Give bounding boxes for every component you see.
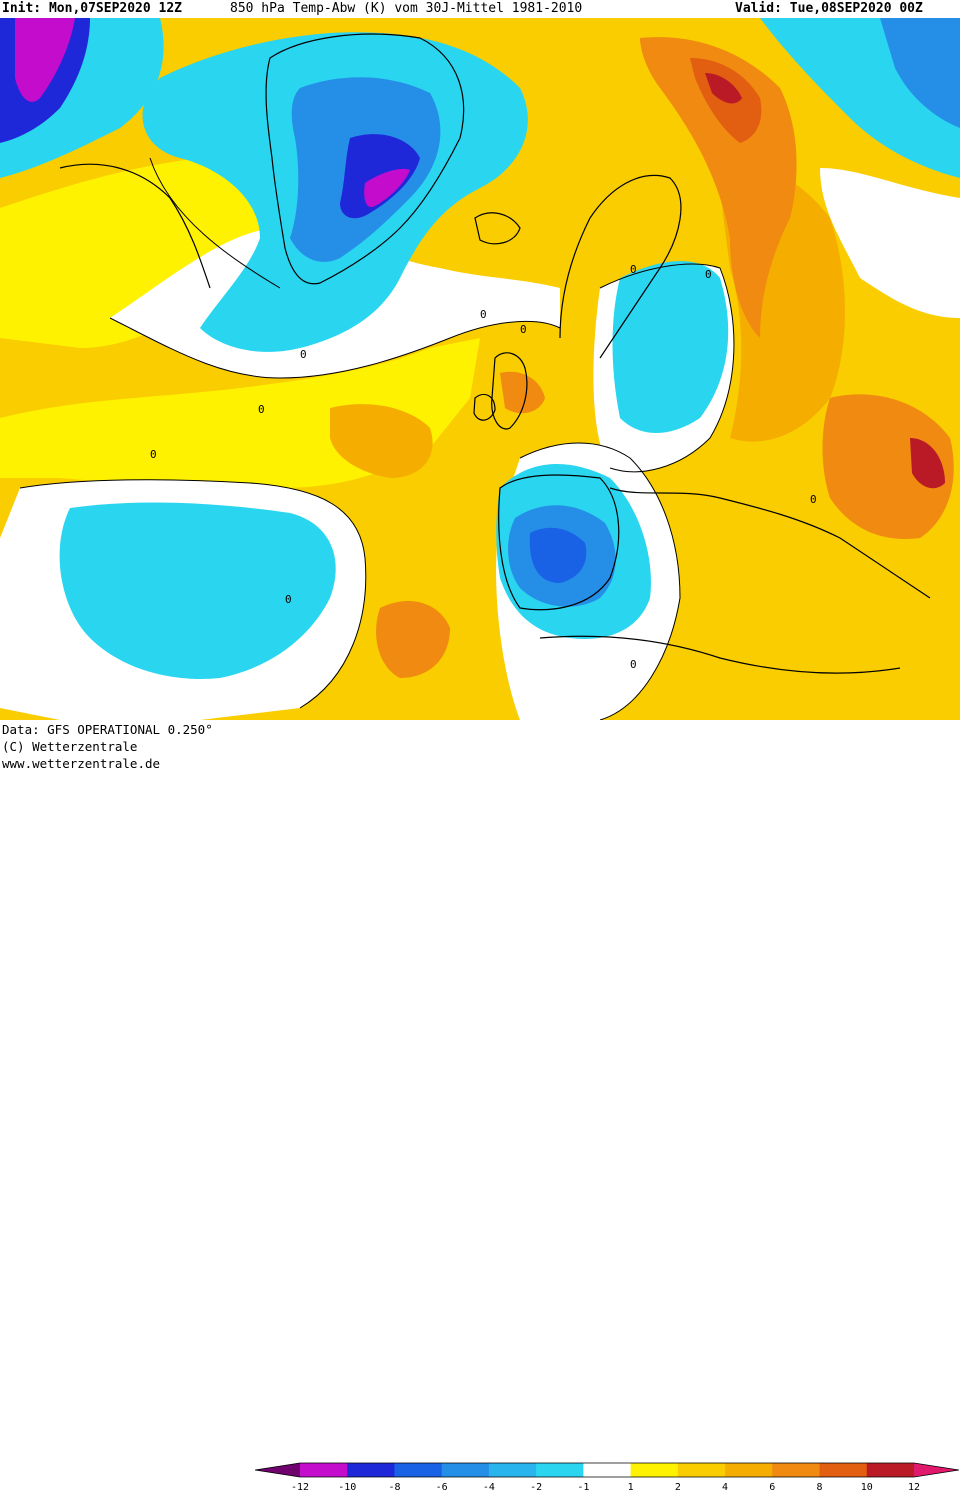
contour-greenland-west (149, 157, 281, 289)
legend-swatch (819, 1463, 868, 1477)
contour-label: 0 (810, 493, 817, 506)
temperature-anomaly-map: 0 0 0 0 0 0 0 0 0 0 (0, 18, 960, 720)
legend-tick-label: -2 (530, 1482, 542, 1493)
legend-tick-label: 1 (628, 1482, 634, 1493)
contour-label: 0 (630, 658, 637, 671)
legend-swatch (394, 1463, 443, 1477)
contour-north-atlantic (109, 317, 561, 379)
field-cyan-central-europe (612, 261, 729, 433)
legend-swatch (866, 1463, 915, 1477)
legend-swatch (630, 1463, 679, 1477)
coast-mediterranean (609, 487, 931, 599)
legend-swatch (255, 1463, 300, 1477)
field-blue-arctic (880, 18, 960, 128)
contour-iberia (519, 442, 681, 720)
legend-tick-label: -10 (338, 1482, 356, 1493)
field-red-turkey (910, 438, 945, 489)
legend-swatch (536, 1463, 584, 1477)
legend-tick-label: -6 (436, 1482, 448, 1493)
website: www.wetterzentrale.de (2, 756, 161, 771)
legend-swatch (772, 1463, 821, 1477)
field-orange-turkey (822, 394, 954, 539)
init-time: Init: Mon,07SEP2020 12Z (2, 1, 183, 16)
legend-swatch (488, 1463, 537, 1477)
legend-swatch (677, 1463, 726, 1477)
map-title: 850 hPa Temp-Abw (K) vom 30J-Mittel 1981… (230, 1, 583, 16)
contour-label: 0 (705, 268, 712, 281)
field-orange-uk (500, 371, 545, 414)
coastlines (59, 33, 931, 674)
field-purple-greenland (364, 168, 410, 208)
legend-swatch (725, 1463, 773, 1477)
coast-uk (491, 352, 528, 430)
legend-tick-label: -1 (577, 1482, 589, 1493)
coast-labrador (59, 163, 211, 289)
contour-label: 0 (150, 448, 157, 461)
legend-tick-label: 6 (769, 1482, 775, 1493)
legend-swatch (583, 1463, 632, 1477)
data-source: Data: GFS OPERATIONAL 0.250° (2, 722, 213, 737)
zero-contours (19, 157, 735, 720)
legend-swatch (347, 1463, 395, 1477)
coast-iberia (498, 474, 620, 611)
legend-tick-label: 2 (675, 1482, 681, 1493)
legend-swatch (914, 1463, 959, 1477)
legend-swatch (300, 1463, 348, 1477)
contour-label: 0 (258, 403, 265, 416)
contour-label: 0 (630, 263, 637, 276)
field-purple-labrador (15, 18, 75, 102)
contour-central-europe (599, 263, 735, 473)
contour-label: 0 (300, 348, 307, 361)
coast-north-africa (539, 635, 901, 674)
legend-tick-label: -4 (483, 1482, 495, 1493)
contour-label: 0 (285, 593, 292, 606)
field-blue-iberia-core (529, 527, 587, 583)
coast-iceland (474, 212, 521, 245)
contour-subtropic (19, 479, 367, 709)
field-red-russia (705, 73, 742, 104)
contour-label: 0 (520, 323, 527, 336)
legend-tick-label: 8 (817, 1482, 823, 1493)
coast-ireland (473, 393, 496, 421)
coast-greenland (265, 33, 465, 285)
legend-tick-label: -8 (388, 1482, 400, 1493)
legend-tick-label: -12 (291, 1482, 309, 1493)
field-orange-atlantic-2 (376, 600, 450, 678)
legend-tick-label: 4 (722, 1482, 728, 1493)
field-orange-atlantic-1 (330, 404, 433, 478)
map-footer: Data: GFS OPERATIONAL 0.250° (C) Wetterz… (0, 720, 960, 1493)
map-header: Init: Mon,07SEP2020 12Z 850 hPa Temp-Abw… (0, 0, 960, 18)
legend-swatch (441, 1463, 490, 1477)
copyright: (C) Wetterzentrale (2, 739, 138, 754)
coast-scandinavia (559, 174, 682, 359)
legend-tick-label: 10 (861, 1482, 873, 1493)
color-legend: -12 -10 -8 -6 -4 -2 -1 1 2 4 6 8 10 12 (255, 1462, 959, 1493)
legend-tick-label: 12 (908, 1482, 920, 1493)
valid-time: Valid: Tue,08SEP2020 00Z (735, 1, 923, 16)
field-cyan-subtropic (59, 502, 336, 679)
contour-label: 0 (480, 308, 487, 321)
field-white-northeast (820, 168, 960, 318)
